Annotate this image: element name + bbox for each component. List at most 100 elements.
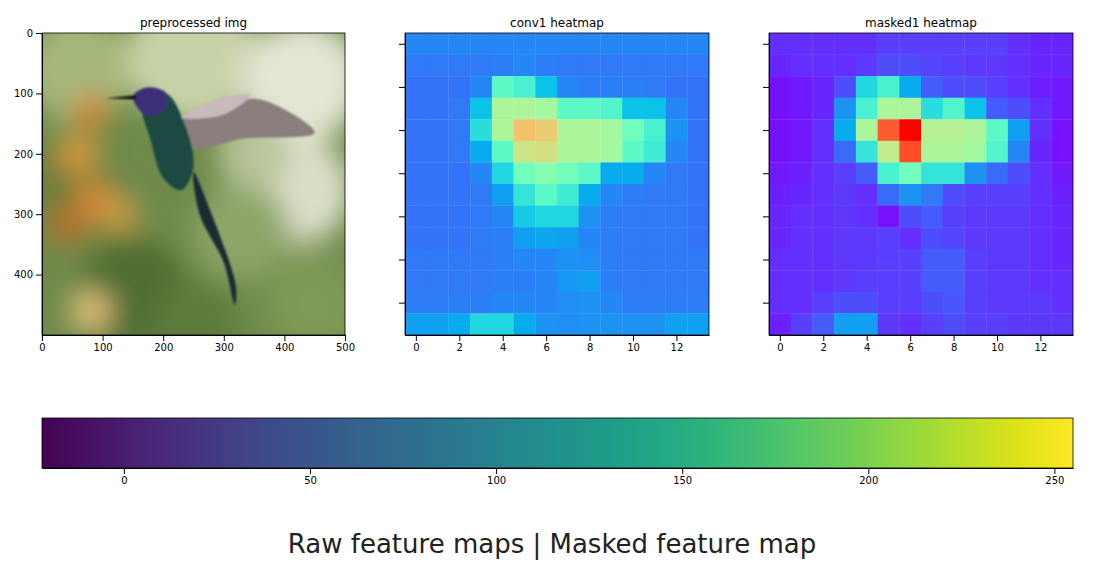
heatmap-cell xyxy=(769,227,791,249)
heatmap-cell xyxy=(492,141,514,163)
heatmap-cell xyxy=(943,313,965,335)
heatmap-cell xyxy=(834,184,856,206)
heatmap-cell xyxy=(986,98,1008,120)
tick: 4 xyxy=(864,335,870,353)
heatmap-cell xyxy=(579,270,601,292)
tick-mark xyxy=(633,335,634,341)
heatmap-cell xyxy=(791,119,813,141)
heatmap-cell xyxy=(943,119,965,141)
tick: 150 xyxy=(673,468,692,486)
heatmap-cell xyxy=(1030,76,1052,98)
heatmap-cell xyxy=(514,227,536,249)
heatmap-cell xyxy=(666,227,688,249)
heatmap-cell xyxy=(644,76,666,98)
heatmap-cell xyxy=(856,206,878,228)
heatmap-cell xyxy=(579,55,601,77)
heatmap-cell xyxy=(470,270,492,292)
heatmap-cell xyxy=(666,55,688,77)
tick-mark xyxy=(284,335,285,341)
heatmap-cell xyxy=(791,141,813,163)
heatmap-cell xyxy=(834,119,856,141)
heatmap-cell xyxy=(579,227,601,249)
heatmap-cell xyxy=(943,162,965,184)
heatmap-cell xyxy=(448,270,470,292)
tick-mark xyxy=(590,335,591,341)
heatmap-cell xyxy=(427,184,449,206)
heatmap-cell xyxy=(579,249,601,271)
tick-mark xyxy=(496,468,497,474)
heatmap-cell xyxy=(448,206,470,228)
heatmap-cell xyxy=(687,55,709,77)
heatmap-cell xyxy=(622,76,644,98)
heatmap-cell xyxy=(514,292,536,314)
heatmap-cell xyxy=(579,206,601,228)
heatmap-cell xyxy=(856,33,878,55)
heatmap-cell xyxy=(427,55,449,77)
bird-beak xyxy=(106,95,136,99)
heatmap-cell xyxy=(943,76,965,98)
tick: 4 xyxy=(500,335,506,353)
heatmap-cell xyxy=(687,249,709,271)
heatmap-cell xyxy=(856,98,878,120)
heatmap-cell xyxy=(856,119,878,141)
heatmap-cell xyxy=(791,227,813,249)
heatmap-cell xyxy=(557,292,579,314)
heatmap-cell xyxy=(427,270,449,292)
axis-line xyxy=(405,34,406,336)
heatmap-cell xyxy=(812,98,834,120)
tick-label: 10 xyxy=(627,342,640,353)
heatmap-cell xyxy=(405,98,427,120)
heatmap-cell xyxy=(535,33,557,55)
heatmap-cell xyxy=(964,292,986,314)
tick-mark xyxy=(763,87,769,88)
heatmap-cell xyxy=(943,141,965,163)
heatmap-cell xyxy=(535,162,557,184)
heatmap-cell xyxy=(644,119,666,141)
axis-line xyxy=(43,335,346,336)
heatmap-cell xyxy=(1030,184,1052,206)
tick-mark xyxy=(36,33,42,34)
tick-mark xyxy=(676,335,677,341)
heatmap-cell xyxy=(769,206,791,228)
heatmap-cell xyxy=(986,184,1008,206)
tick-mark xyxy=(763,44,769,45)
heatmap-cell xyxy=(834,141,856,163)
tick-mark xyxy=(163,335,164,341)
heatmap-cell xyxy=(834,76,856,98)
heatmap-cell xyxy=(943,98,965,120)
heatmap-cell xyxy=(964,98,986,120)
heatmap-cell xyxy=(769,76,791,98)
tick: 300 xyxy=(215,335,234,353)
heatmap-cell xyxy=(622,249,644,271)
heatmap-cell xyxy=(514,270,536,292)
heatmap-cell xyxy=(1030,206,1052,228)
tick-mark xyxy=(459,335,460,341)
heatmap-cell xyxy=(878,76,900,98)
heatmap-cell xyxy=(791,98,813,120)
heatmap-cell xyxy=(448,249,470,271)
heatmap-cell xyxy=(856,141,878,163)
heatmap-cell xyxy=(812,184,834,206)
heatmap-cell xyxy=(405,292,427,314)
heatmap-cell xyxy=(557,76,579,98)
heatmap-cell xyxy=(622,313,644,335)
heatmap-cell xyxy=(943,270,965,292)
heatmap-cell xyxy=(964,184,986,206)
bird-wing xyxy=(181,94,251,119)
tick-label: 0 xyxy=(121,475,127,486)
heatmap-cell xyxy=(687,33,709,55)
heatmap-cell xyxy=(492,55,514,77)
heatmap-cell xyxy=(834,55,856,77)
heatmap-cell xyxy=(986,270,1008,292)
tick-mark xyxy=(910,335,911,341)
x-axis: 024681012 xyxy=(406,335,710,353)
heatmap-cell xyxy=(535,292,557,314)
tick xyxy=(763,173,769,174)
heatmap-cell xyxy=(470,184,492,206)
heatmap-cell xyxy=(405,162,427,184)
heatmap-cell xyxy=(1051,33,1073,55)
heatmap-cell xyxy=(666,313,688,335)
heatmap-cell xyxy=(1051,162,1073,184)
tick-label: 8 xyxy=(951,342,957,353)
heatmap-cell xyxy=(1051,249,1073,271)
